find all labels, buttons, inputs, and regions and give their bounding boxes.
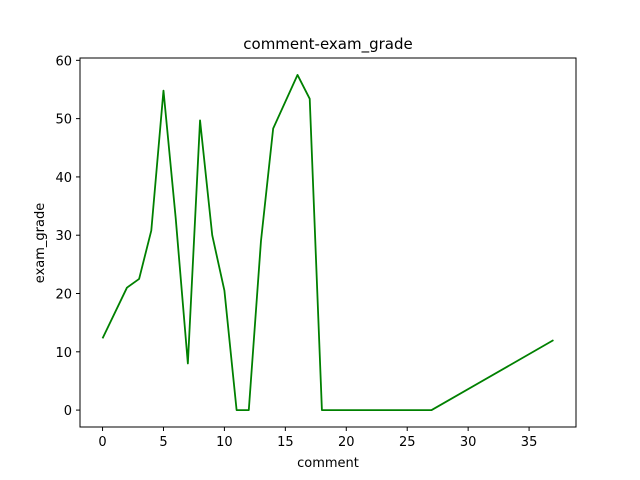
y-tick-label: 0	[64, 404, 72, 419]
x-tick-label: 25	[399, 435, 416, 450]
x-tick-label: 35	[521, 435, 538, 450]
x-tick-label: 15	[277, 435, 294, 450]
x-tick-label: 5	[159, 435, 167, 450]
series-line	[101, 74, 554, 411]
y-tick-label: 30	[55, 229, 72, 244]
y-tick-label: 60	[55, 54, 72, 69]
x-tick-label: 10	[216, 435, 233, 450]
y-tick-label: 20	[55, 288, 72, 303]
y-tick-label: 50	[55, 113, 72, 128]
x-axis-label: comment	[297, 456, 359, 471]
chart-title: comment-exam_grade	[243, 35, 412, 54]
x-tick-label: 30	[460, 435, 477, 450]
ticks-layer: 0 5 10 15 20 25 30 35 0 10 20 30 40 50 60	[55, 54, 537, 450]
plot-frame	[79, 57, 577, 428]
y-axis-label: exam_grade	[33, 203, 48, 283]
y-tick-label: 40	[55, 171, 72, 186]
y-tick-label: 10	[55, 346, 72, 361]
x-tick-label: 0	[98, 435, 106, 450]
line-layer	[101, 74, 554, 411]
x-tick-label: 20	[338, 435, 355, 450]
